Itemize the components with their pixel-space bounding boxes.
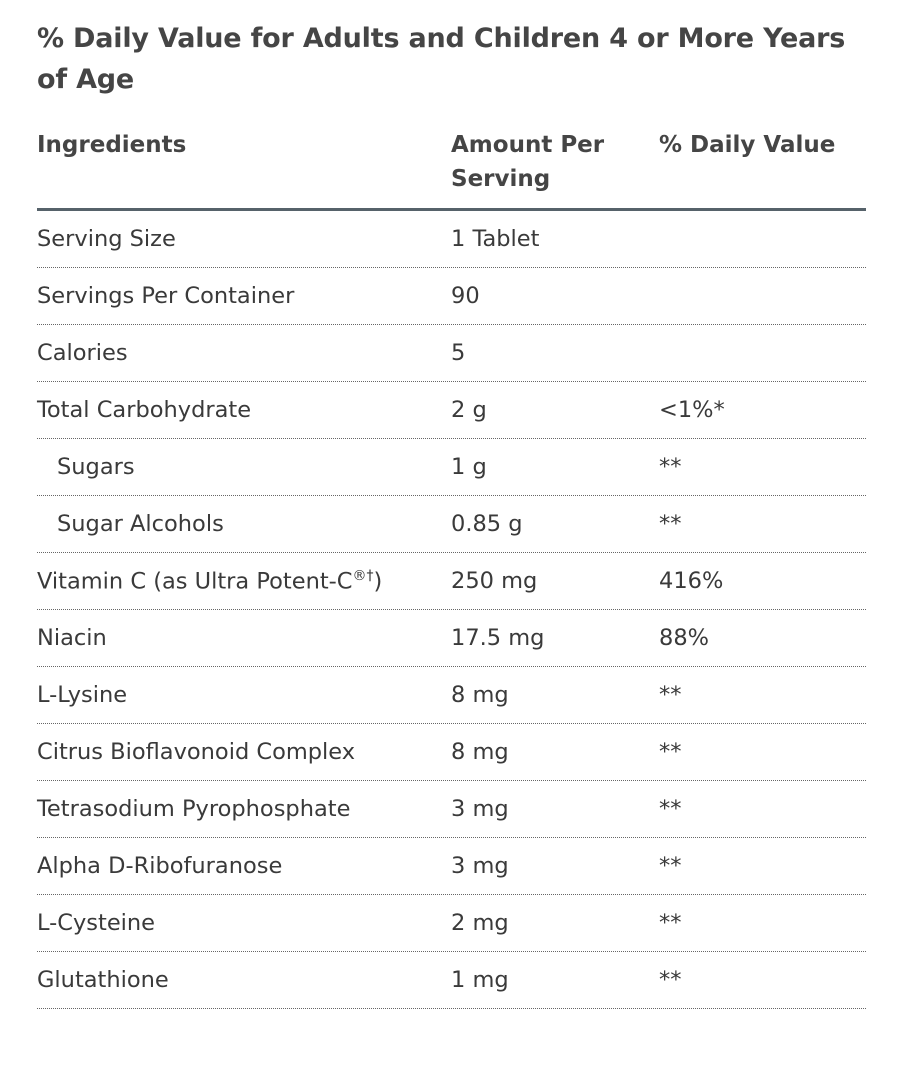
amount-per-serving: 1 mg [451,967,509,993]
table-row: Vitamin C (as Ultra Potent-C®†) 250 mg 416… [37,553,866,610]
amount-per-serving: 17.5 mg [451,625,545,651]
ingredient-name-text: Tetrasodium Pyrophosphate [37,796,351,822]
daily-value: 88% [659,625,710,651]
ingredient-name-text: Serving Size [37,226,176,252]
daily-value: ** [659,910,682,936]
ingredient-name: Calories [37,340,451,366]
ingredient-name: Sugar Alcohols [37,511,451,537]
amount-per-serving: 3 mg [451,853,509,879]
ingredient-name-suffix: ) [373,568,383,595]
table-row: Glutathione 1 mg ** [37,952,866,1009]
amount-per-serving: 8 mg [451,682,509,708]
daily-value: <1%* [659,397,725,423]
daily-value: ** [659,511,682,537]
table-row: Total Carbohydrate 2 g <1%* [37,382,866,439]
ingredient-name: Alpha D-Ribofuranose [37,853,451,879]
ingredient-name: Niacin [37,625,451,651]
ingredient-name: Servings Per Container [37,283,451,309]
daily-value: ** [659,796,682,822]
table-row: Sugar Alcohols 0.85 g ** [37,496,866,553]
ingredient-name-text: L-Lysine [37,682,128,708]
header-ingredients: Ingredients [37,132,187,158]
ingredient-name-text: L-Cysteine [37,910,156,936]
ingredient-name-text: Sugar Alcohols [57,511,224,537]
trademark-superscript: ®† [352,567,374,584]
daily-value: ** [659,739,682,765]
daily-value: ** [659,454,682,480]
ingredient-name-text: Total Carbohydrate [37,397,252,423]
ingredient-name: Tetrasodium Pyrophosphate [37,796,451,822]
table-row: L-Cysteine 2 mg ** [37,895,866,952]
ingredient-name-text: Servings Per Container [37,283,295,309]
amount-per-serving: 90 [451,283,480,309]
amount-per-serving: 1 Tablet [451,226,540,252]
ingredient-name: Citrus Bioflavonoid Complex [37,739,451,765]
ingredient-name: Vitamin C (as Ultra Potent-C®†) [37,568,451,595]
ingredient-name: Glutathione [37,967,451,993]
amount-per-serving: 1 g [451,454,487,480]
ingredient-name: L-Lysine [37,682,451,708]
header-daily-value: % Daily Value [659,132,836,158]
amount-per-serving: 2 mg [451,910,509,936]
table-row: Citrus Bioflavonoid Complex 8 mg ** [37,724,866,781]
ingredient-name-text: Vitamin C (as Ultra Potent-C [37,568,353,595]
ingredient-name-text: Calories [37,340,128,366]
ingredient-name-text: Glutathione [37,967,169,993]
table-row: Calories 5 [37,325,866,382]
ingredient-name-text: Alpha D-Ribofuranose [37,853,283,879]
table-row: Serving Size 1 Tablet [37,211,866,268]
table-row: Tetrasodium Pyrophosphate 3 mg ** [37,781,866,838]
amount-per-serving: 8 mg [451,739,509,765]
amount-per-serving: 3 mg [451,796,509,822]
ingredient-name: Serving Size [37,226,451,252]
table-row: Niacin 17.5 mg 88% [37,610,866,667]
table-row: Sugars 1 g ** [37,439,866,496]
daily-value: ** [659,682,682,708]
amount-per-serving: 250 mg [451,568,538,594]
ingredient-name-text: Citrus Bioflavonoid Complex [37,739,356,765]
ingredient-name-text: Sugars [57,454,135,480]
amount-per-serving: 5 [451,340,466,366]
header-amount: Amount Per Serving [451,132,605,192]
table-row: Servings Per Container 90 [37,268,866,325]
ingredient-name: Sugars [37,454,451,480]
table-row: Alpha D-Ribofuranose 3 mg ** [37,838,866,895]
table-body: Serving Size 1 Tablet Servings Per Contain… [37,211,866,1009]
table-header: Ingredients Amount Per Serving % Daily V… [37,128,866,211]
supplement-facts-table: % Daily Value for Adults and Children 4 … [37,18,866,1009]
amount-per-serving: 2 g [451,397,487,423]
table-title: % Daily Value for Adults and Children 4 … [37,23,846,95]
ingredient-name: Total Carbohydrate [37,397,451,423]
daily-value: 416% [659,568,724,594]
amount-per-serving: 0.85 g [451,511,523,537]
table-row: L-Lysine 8 mg ** [37,667,866,724]
ingredient-name: L-Cysteine [37,910,451,936]
daily-value: ** [659,967,682,993]
daily-value: ** [659,853,682,879]
ingredient-name-text: Niacin [37,625,107,651]
